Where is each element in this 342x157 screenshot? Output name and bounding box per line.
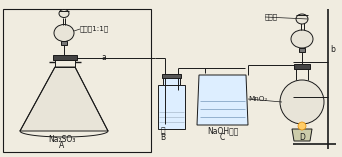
Text: A: A <box>60 141 65 150</box>
Bar <box>61 41 67 45</box>
Bar <box>299 48 305 52</box>
Polygon shape <box>197 75 248 125</box>
Ellipse shape <box>298 122 306 130</box>
Text: B: B <box>160 133 166 142</box>
Bar <box>158 85 185 129</box>
Text: b: b <box>330 44 335 54</box>
Text: NaOH溶液: NaOH溶液 <box>207 126 238 135</box>
Ellipse shape <box>280 80 324 124</box>
Bar <box>53 55 77 60</box>
Ellipse shape <box>59 10 69 17</box>
Text: 硯酸（1:1）: 硯酸（1:1） <box>80 26 109 32</box>
Ellipse shape <box>54 24 74 41</box>
Polygon shape <box>20 67 108 131</box>
Text: 浓盐酸: 浓盐酸 <box>265 14 278 20</box>
Polygon shape <box>198 90 247 122</box>
Text: Na₂SO₃: Na₂SO₃ <box>48 135 76 144</box>
Ellipse shape <box>291 30 313 48</box>
Text: a: a <box>102 52 107 62</box>
Ellipse shape <box>296 14 308 24</box>
Text: D: D <box>299 133 305 142</box>
Text: 水: 水 <box>161 126 165 135</box>
Text: MnO₂: MnO₂ <box>248 96 267 102</box>
Text: C: C <box>220 133 225 142</box>
Bar <box>3 9 151 152</box>
Bar <box>294 64 310 69</box>
Bar <box>162 74 181 78</box>
Bar <box>163 77 180 85</box>
Polygon shape <box>292 129 312 141</box>
